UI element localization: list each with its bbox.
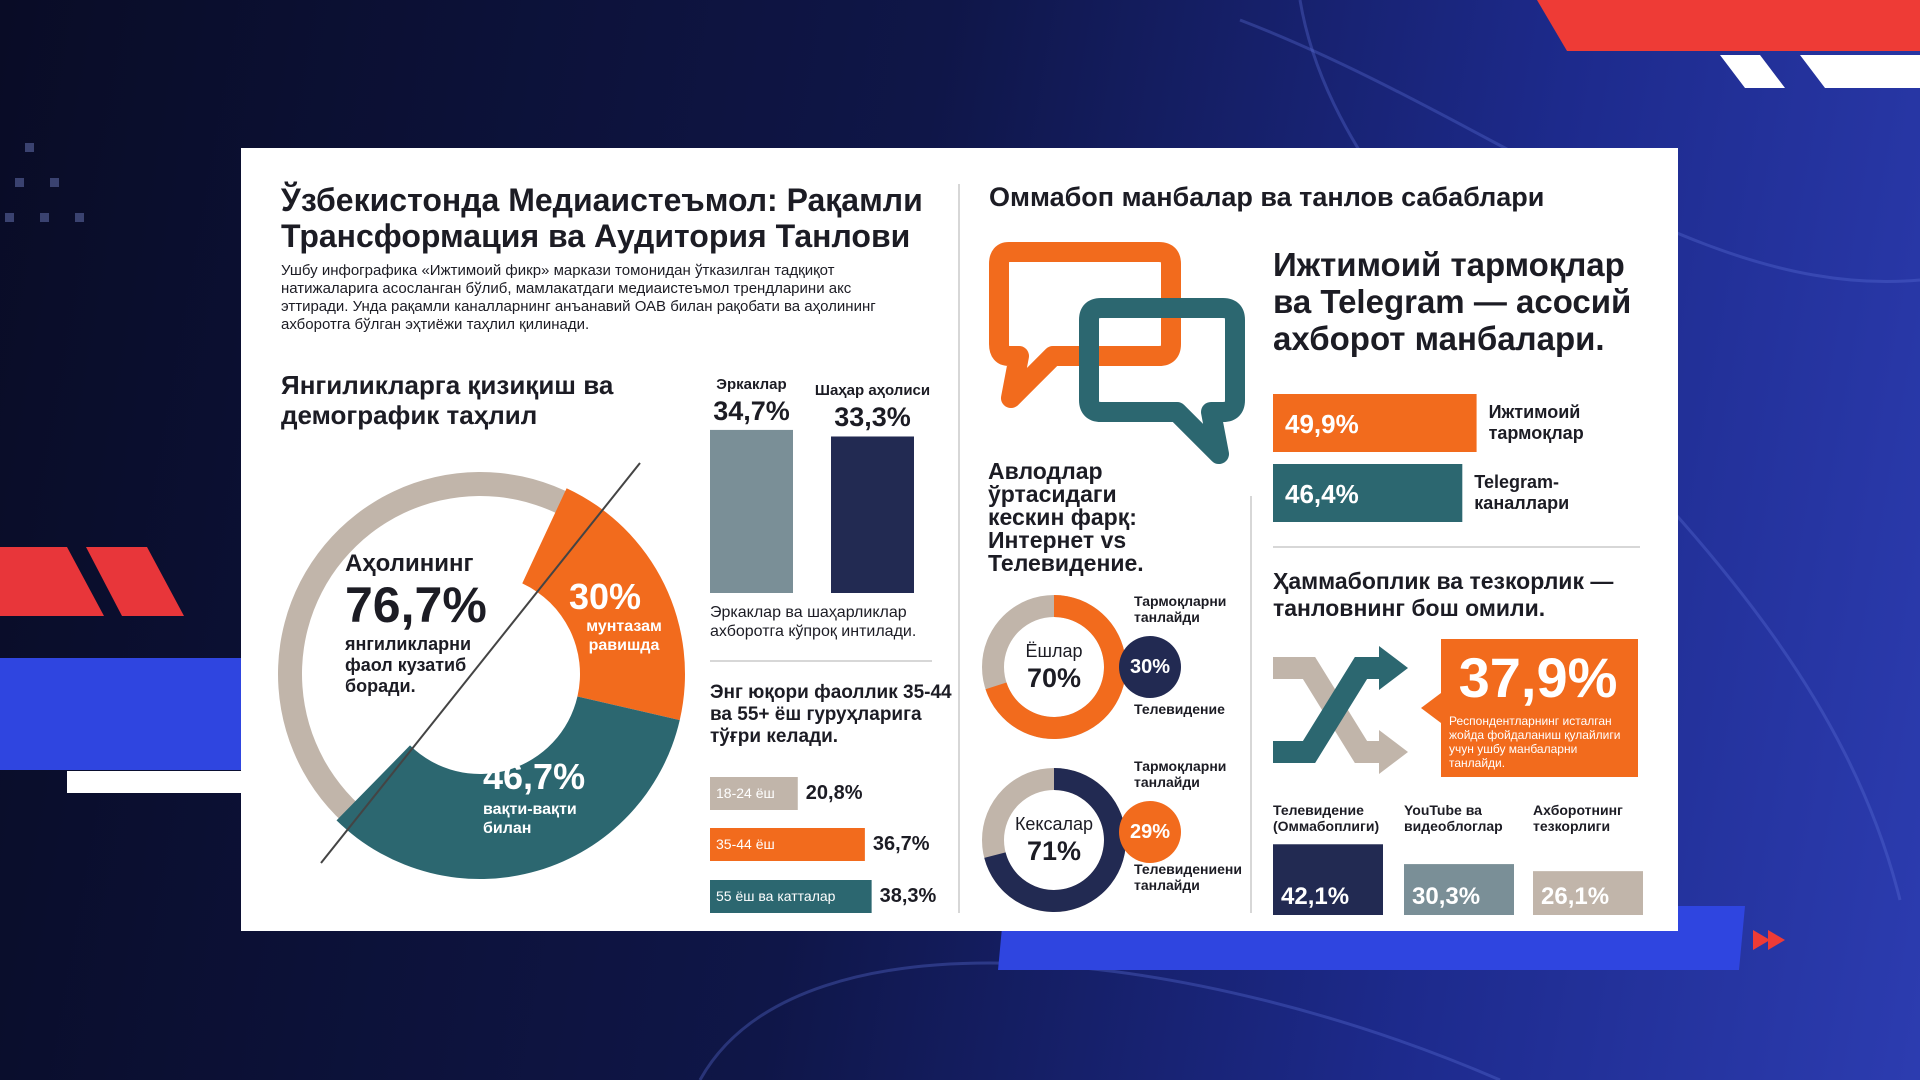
dot	[75, 213, 84, 222]
small-value: 30%	[1129, 656, 1171, 678]
intro: Ушбу инфографика «Ижтимоий фикр» маркази…	[281, 262, 876, 333]
red-arrow	[1753, 930, 1770, 950]
bar-name: 55 ёш ва катталар	[716, 888, 836, 904]
white-stripe	[1800, 55, 1920, 88]
segment-text: мунтазам равишда	[586, 618, 662, 654]
small-circle	[1119, 636, 1181, 698]
shuffle-icon	[1273, 646, 1408, 774]
section-title: Ҳаммабоплик ва тезкорлик — танловнинг бо…	[1273, 568, 1614, 621]
bar-name: Шаҳар аҳолиси	[814, 382, 931, 400]
small-value: 29%	[1129, 821, 1171, 843]
arrow-head	[1379, 730, 1408, 774]
white-band	[67, 771, 241, 793]
segment-label: 46,7%	[483, 756, 586, 797]
bar-value: 38,3%	[879, 885, 937, 907]
chat-icon	[989, 242, 1245, 464]
dot	[25, 143, 34, 152]
bar-value: 49,9%	[1285, 409, 1359, 439]
section-title: Энг юқори фаоллик 35-44 ва 55+ ёш гуруҳл…	[710, 682, 952, 747]
section-title: Авлодлар ўртасидаги кескин фарқ: Интерне…	[988, 458, 1144, 576]
chat-bubble	[989, 242, 1181, 408]
wire	[698, 961, 1501, 1080]
section-title: Янгиликларга қизиқиш ва демографик таҳли…	[281, 370, 614, 430]
ring-arc	[985, 595, 1127, 739]
red-stripe	[1537, 0, 1920, 51]
bar-name: Ахборотнинг тезкорлиги	[1533, 802, 1623, 834]
group-name: Ёшлар	[1025, 641, 1083, 661]
lead: Аҳолининг	[345, 550, 474, 577]
white-stripe	[1720, 55, 1785, 88]
bar	[1273, 394, 1477, 452]
highlight-box	[1421, 639, 1638, 777]
bar-name: 35-44 ёш	[716, 836, 775, 852]
bar	[710, 828, 865, 861]
group-value: 71%	[1026, 836, 1082, 866]
infographic-card: Ўзбекистонда Медиаистеъмол: Рақамли Тран…	[241, 148, 1678, 931]
red-arrow	[1768, 930, 1785, 950]
bar-value: 42,1%	[1281, 883, 1350, 910]
bar-value: 33,3%	[834, 402, 911, 433]
bar-name: YouTube ва видеоблоглар	[1404, 802, 1503, 834]
bar-value: 30,3%	[1412, 883, 1481, 910]
bar-name: 18-24 ёш	[716, 785, 775, 801]
bar-value: 20,8%	[805, 782, 863, 804]
segment-arc	[522, 488, 685, 721]
highlight-text: Респондентларнинг исталган жойда фойдала…	[1449, 714, 1621, 770]
blue-band	[0, 658, 241, 770]
chat-bubble	[1079, 298, 1245, 464]
title: Ўзбекистонда Медиаистеъмол: Рақамли Тран…	[281, 182, 923, 254]
highlight-value: 37,9%	[1458, 646, 1618, 709]
group-name: Кексалар	[1014, 814, 1094, 834]
bar	[1533, 871, 1643, 915]
red-chevron	[86, 547, 184, 616]
small-circle	[1119, 801, 1181, 863]
segment-arc	[336, 696, 680, 879]
caption: Тармоқларни танлайди	[1134, 593, 1227, 625]
dot	[15, 178, 24, 187]
headline: Ижтимоий тармоқлар ва Telegram — асосий …	[1273, 246, 1632, 357]
group-value: 70%	[1026, 663, 1082, 693]
bar	[1273, 844, 1383, 915]
segment-label: 30%	[569, 576, 642, 617]
shuffle-arrow	[1273, 657, 1381, 763]
big-number: 76,7%	[345, 577, 487, 633]
arrow-head	[1379, 646, 1408, 690]
dots	[5, 143, 84, 222]
card-graphics	[277, 184, 1643, 915]
bar-name: Telegram-каналлари	[1474, 472, 1570, 513]
bar	[710, 880, 872, 913]
bar	[831, 436, 914, 593]
ring-arc	[984, 768, 1126, 912]
bar-name: Эркаклар	[716, 375, 787, 393]
bar	[1273, 464, 1463, 522]
bar-value: 26,1%	[1541, 883, 1610, 910]
caption: Тармоқларни танлайди	[1134, 758, 1227, 790]
bar-name: Телевидение (Оммабоплиги)	[1273, 802, 1380, 834]
bar	[710, 777, 798, 810]
dot	[40, 213, 49, 222]
lead-text: янгиликларни фаол кузатиб боради.	[345, 634, 472, 696]
caption: Телевидение	[1134, 701, 1225, 717]
segment-text: вақти-вақти билан	[483, 801, 577, 837]
bar	[710, 429, 793, 593]
caption: Телевидениени танлайди	[1134, 861, 1242, 893]
dot	[50, 178, 59, 187]
diagonal-line	[320, 462, 641, 864]
dot	[5, 213, 14, 222]
bar	[1404, 864, 1514, 915]
red-chevron	[0, 547, 104, 616]
section-title: Оммабоп манбалар ва танлов сабаблари	[989, 182, 1545, 212]
bar-value: 46,4%	[1285, 479, 1359, 509]
note: Эркаклар ва шаҳарликлар ахборотга кўпроқ…	[710, 604, 917, 640]
bar-name: Ижтимоий тармоқлар	[1488, 402, 1584, 443]
bar-value: 36,7%	[872, 833, 930, 855]
bar-value: 34,7%	[713, 395, 790, 426]
